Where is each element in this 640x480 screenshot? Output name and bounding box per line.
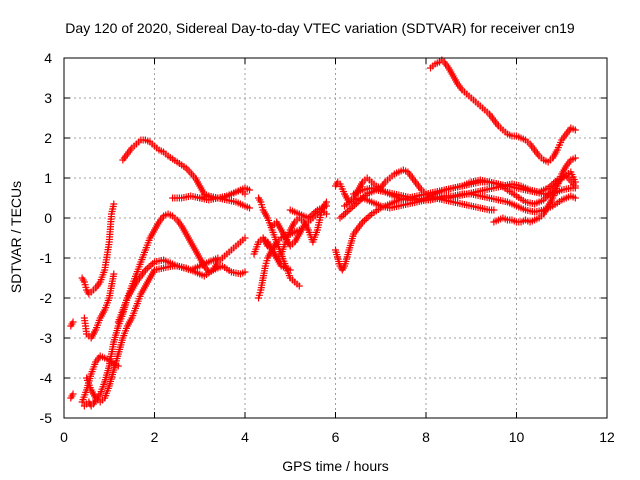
data-point — [322, 202, 330, 210]
data-point — [295, 282, 303, 290]
series-2 — [78, 200, 118, 298]
data-point — [147, 261, 155, 269]
data-point — [347, 204, 355, 212]
y-tick-label: 2 — [44, 130, 52, 146]
data-point — [322, 210, 330, 218]
series-15 — [250, 234, 294, 274]
series-23 — [490, 154, 579, 226]
x-tick-label: 8 — [422, 429, 430, 445]
y-tick-label: -4 — [40, 370, 53, 386]
y-tick-label: -1 — [40, 250, 53, 266]
y-tick-label: -5 — [40, 410, 53, 426]
y-tick-label: 0 — [44, 210, 52, 226]
data-point — [246, 204, 254, 212]
x-tick-label: 0 — [60, 429, 68, 445]
data-point — [571, 154, 579, 162]
data-point — [145, 263, 153, 271]
data-point — [110, 200, 118, 208]
series-8 — [114, 210, 249, 326]
data-point — [362, 215, 370, 223]
y-tick-label: -2 — [40, 290, 53, 306]
data-point — [340, 211, 348, 219]
data-point — [571, 178, 579, 186]
data-point — [241, 268, 249, 276]
x-axis-label: GPS time / hours — [282, 458, 389, 474]
data-point — [490, 206, 498, 214]
x-tick-label: 6 — [332, 429, 340, 445]
series-6 — [83, 262, 249, 406]
data-point — [246, 186, 254, 194]
y-tick-label: -3 — [40, 330, 53, 346]
data-point — [364, 213, 372, 221]
data-point — [366, 212, 374, 220]
data-point — [360, 216, 368, 224]
series-3 — [80, 270, 118, 342]
chart-title: Day 120 of 2020, Sidereal Day-to-day VTE… — [65, 20, 575, 36]
data-point — [143, 264, 151, 272]
data-point — [336, 214, 344, 222]
x-tick-label: 10 — [509, 429, 525, 445]
x-tick-label: 12 — [599, 429, 615, 445]
y-tick-label: 4 — [44, 50, 52, 66]
data-point — [69, 390, 77, 398]
data-point — [241, 234, 249, 242]
data-point — [571, 126, 579, 134]
data-point — [69, 318, 77, 326]
series-14 — [268, 206, 330, 250]
series-16 — [286, 202, 330, 222]
data-point — [110, 270, 118, 278]
series-0 — [67, 318, 77, 330]
x-tick-label: 2 — [151, 429, 159, 445]
data-point — [571, 194, 579, 202]
grid-lines — [64, 58, 607, 418]
y-tick-label: 1 — [44, 170, 52, 186]
x-tick-label: 4 — [241, 429, 249, 445]
data-marks — [67, 56, 579, 410]
data-point — [341, 209, 349, 217]
data-point — [338, 212, 346, 220]
series-10 — [196, 192, 254, 212]
y-tick-label: 3 — [44, 90, 52, 106]
data-point — [286, 266, 294, 274]
data-point — [241, 190, 249, 198]
series-20 — [341, 190, 579, 216]
series-1 — [67, 390, 77, 402]
series-22 — [427, 56, 579, 166]
